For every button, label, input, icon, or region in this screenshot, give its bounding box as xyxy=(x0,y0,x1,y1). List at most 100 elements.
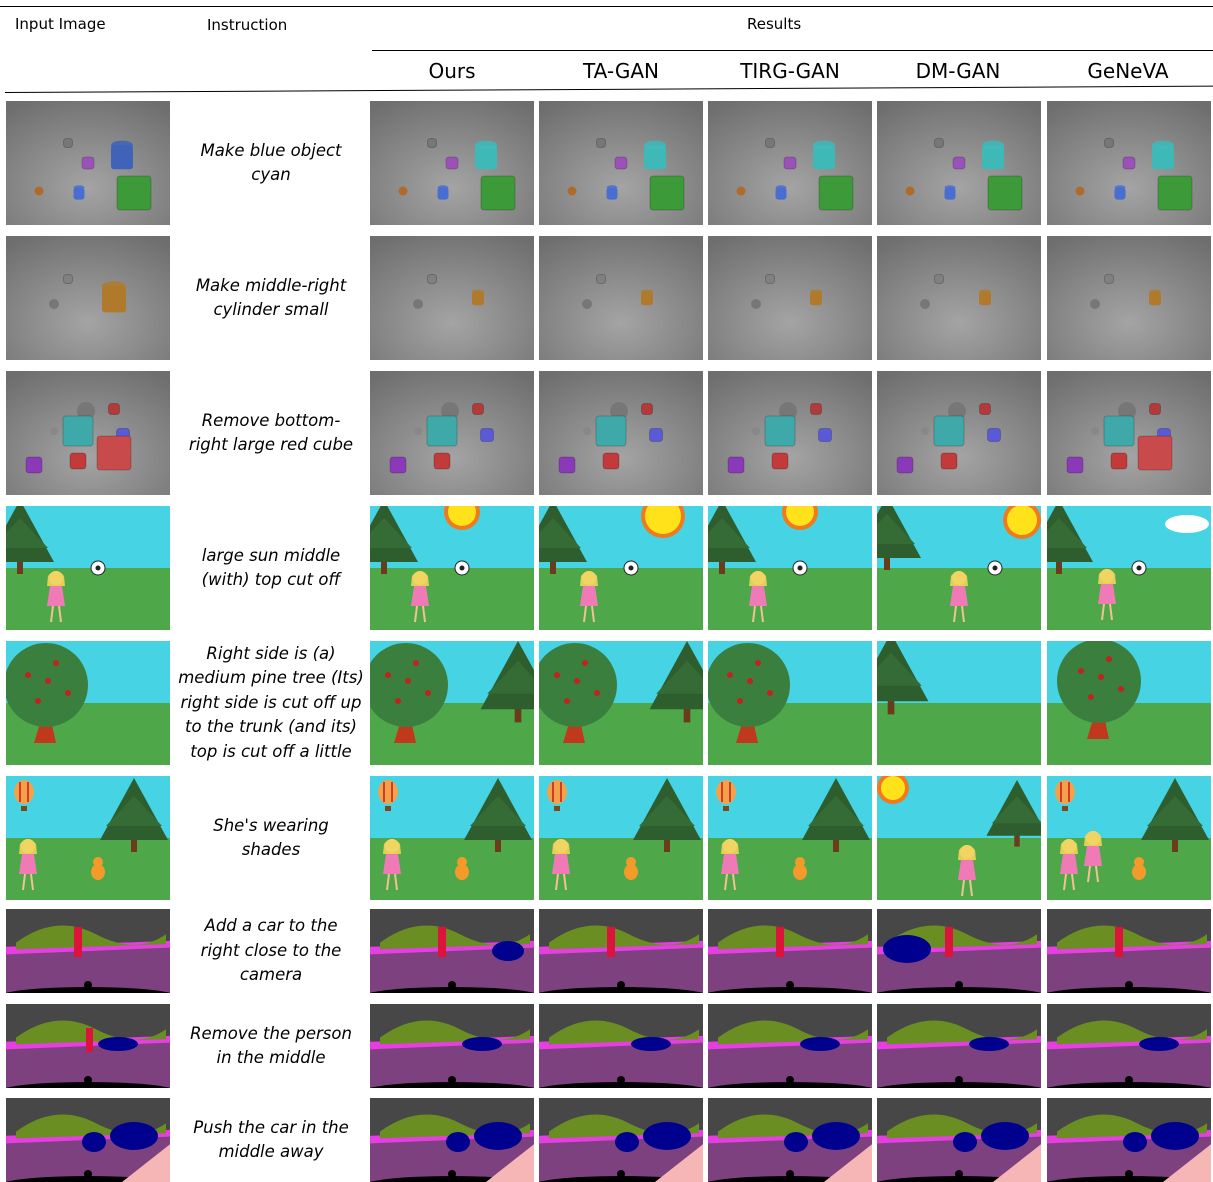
instruction-text: Push the car in the middle away xyxy=(172,1098,370,1182)
cat xyxy=(91,857,105,880)
instruction-text: Make middle-right cylinder small xyxy=(172,236,370,360)
result-image-dm-gan xyxy=(877,236,1041,360)
clevr-object-0 xyxy=(441,402,459,420)
result-image-tirg-gan xyxy=(708,1004,872,1088)
input-image xyxy=(6,641,170,765)
ego-car-hood xyxy=(877,987,1041,993)
person xyxy=(776,927,784,957)
instruction-text: Remove bottom-right large red cube xyxy=(172,371,370,495)
girl-figure xyxy=(1060,839,1078,891)
segmap-scene-svg xyxy=(370,1004,534,1088)
clevr-object-2 xyxy=(475,140,497,170)
pine-tree xyxy=(480,641,534,723)
instruction-line: cyan xyxy=(251,165,291,184)
soccer-ball xyxy=(792,560,808,576)
results-header: Results xyxy=(747,15,802,33)
girl-figure xyxy=(383,839,401,891)
pine-tree xyxy=(464,778,532,852)
result-image-geneva xyxy=(1047,506,1211,630)
codraw-scene-svg xyxy=(1047,506,1211,630)
clevr-object-1 xyxy=(413,299,423,309)
instruction-line: shades xyxy=(241,840,301,859)
ego-car-hood xyxy=(370,987,534,993)
result-image-geneva xyxy=(1047,1004,1211,1088)
results-rule xyxy=(372,50,1213,51)
ego-car-hood xyxy=(6,987,170,993)
clevr-object-2 xyxy=(982,140,1004,170)
car xyxy=(446,1132,470,1152)
segmap-scene-svg xyxy=(877,1098,1041,1182)
clevr-object-1 xyxy=(810,403,822,415)
result-image-tirg-gan xyxy=(708,909,872,993)
clevr-object-1 xyxy=(641,403,653,415)
hot-air-balloon xyxy=(378,780,398,811)
car xyxy=(615,1132,639,1152)
segmap-scene-svg xyxy=(877,909,1041,993)
clevr-object-5 xyxy=(389,456,407,474)
instruction-text: Remove the person in the middle xyxy=(172,1004,370,1088)
clevr-object-1 xyxy=(920,299,930,309)
soccer-ball xyxy=(987,560,1003,576)
instruction-line: Remove bottom- xyxy=(201,410,341,430)
car xyxy=(82,1132,106,1152)
input-image-header: Input Image xyxy=(15,15,106,33)
clevr-object-4 xyxy=(1114,185,1126,200)
clevr-object-2 xyxy=(426,415,458,447)
codraw-scene-svg xyxy=(370,776,534,900)
segmap-scene-svg xyxy=(370,909,534,993)
clevr-object-4 xyxy=(583,427,591,435)
girl-figure xyxy=(958,845,976,897)
clevr-object-2 xyxy=(641,289,653,306)
clevr-object-3 xyxy=(987,428,1001,442)
codraw-scene-svg xyxy=(708,776,872,900)
result-image-ta-gan xyxy=(539,236,703,360)
person xyxy=(86,1028,93,1052)
clevr-object-2 xyxy=(644,140,666,170)
top-rule xyxy=(0,6,1213,7)
instruction-line: cylinder small xyxy=(213,300,329,319)
soccer-ball xyxy=(90,560,106,576)
clevr-object-3 xyxy=(818,428,832,442)
clevr-scene-svg xyxy=(6,236,170,360)
input-image xyxy=(6,1098,170,1182)
clevr-scene-svg xyxy=(877,371,1041,495)
clevr-object-0 xyxy=(1118,402,1136,420)
clevr-scene-svg xyxy=(1047,236,1211,360)
result-image-tirg-gan xyxy=(708,506,872,630)
result-image-geneva xyxy=(1047,641,1211,765)
codraw-scene-svg xyxy=(1047,776,1211,900)
codraw-scene-svg xyxy=(877,776,1041,900)
car xyxy=(812,1122,860,1150)
hot-air-balloon xyxy=(547,780,567,811)
clevr-object-3 xyxy=(905,186,915,196)
instruction-line: large sun middle xyxy=(201,545,341,565)
clevr-scene-svg xyxy=(370,236,534,360)
clevr-object-3 xyxy=(1075,186,1085,196)
clevr-object-0 xyxy=(765,274,775,284)
result-image-ours xyxy=(370,101,534,225)
clevr-object-1 xyxy=(81,156,95,170)
result-image-ours xyxy=(370,371,534,495)
segmap-scene-svg xyxy=(1047,1004,1211,1088)
clevr-object-6 xyxy=(433,452,451,470)
clevr-scene-svg xyxy=(370,101,534,225)
hot-air-balloon xyxy=(1055,780,1075,811)
result-image-ours xyxy=(370,1004,534,1088)
car xyxy=(631,1037,671,1051)
clevr-object-2 xyxy=(102,281,126,313)
result-image-dm-gan xyxy=(877,641,1041,765)
pine-tree xyxy=(1141,778,1209,852)
input-image xyxy=(6,101,170,225)
codraw-scene-svg xyxy=(539,506,703,630)
codraw-scene-svg xyxy=(370,506,534,630)
clevr-scene-svg xyxy=(6,371,170,495)
result-image-dm-gan xyxy=(877,1004,1041,1088)
apple-tree xyxy=(708,643,790,743)
clevr-object-4 xyxy=(50,427,58,435)
sun xyxy=(877,776,909,804)
input-image xyxy=(6,506,170,630)
clevr-object-4 xyxy=(752,427,760,435)
clevr-object-1 xyxy=(751,299,761,309)
segmap-scene-svg xyxy=(708,1004,872,1088)
ego-car-hood xyxy=(539,987,703,993)
